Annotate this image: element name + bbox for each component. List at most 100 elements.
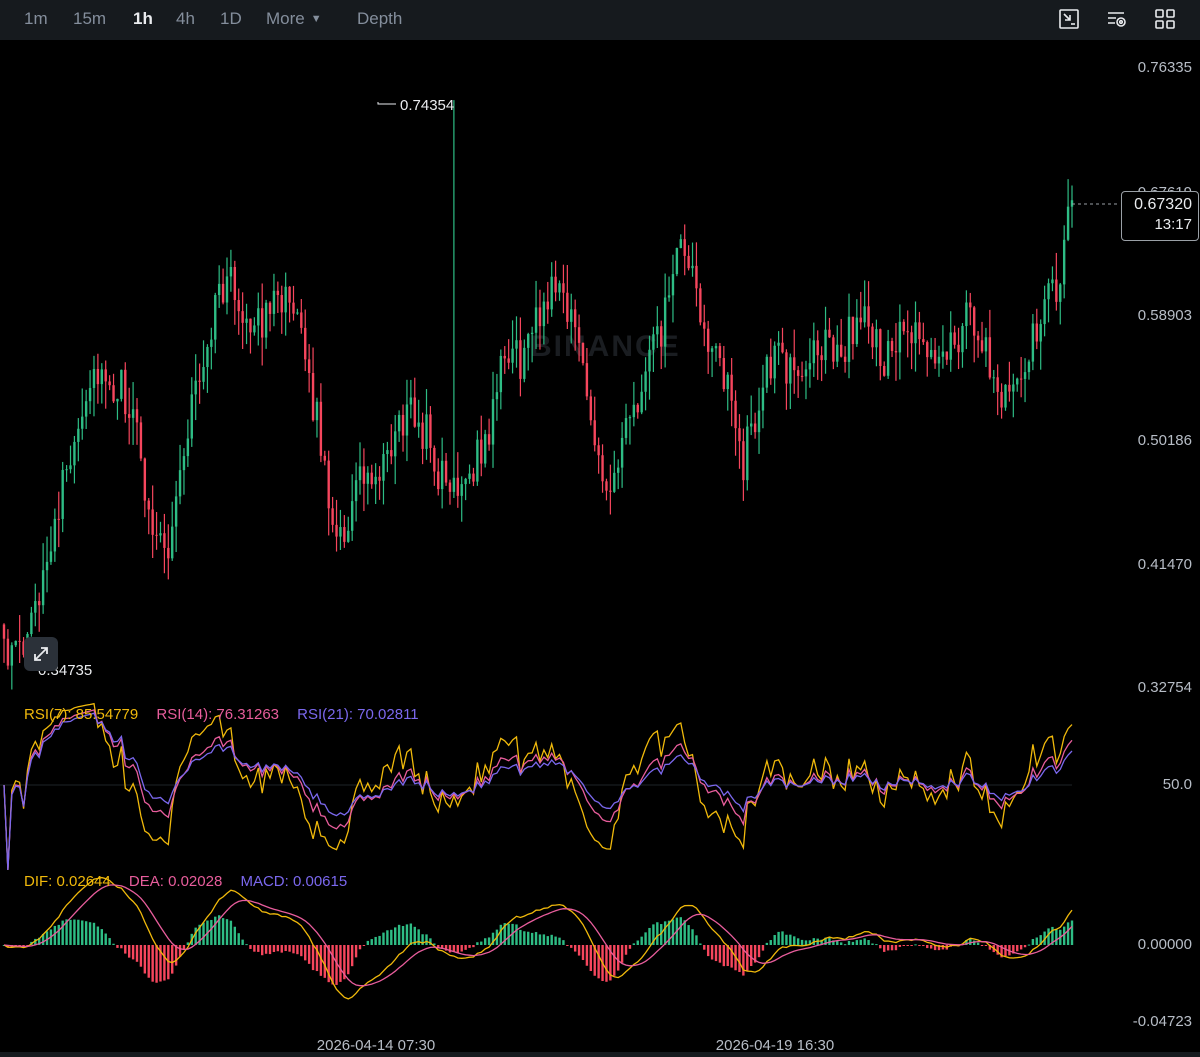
timeframe-1h[interactable]: 1h: [133, 9, 153, 28]
candle-body: [343, 527, 346, 542]
macd-histogram-bar: [319, 945, 323, 976]
candle-body: [683, 239, 686, 256]
candle-body: [1027, 361, 1031, 373]
timeframe-15m[interactable]: 15m: [73, 9, 107, 28]
candle-body: [335, 524, 338, 537]
macd-histogram-bar: [131, 945, 135, 960]
macd-histogram-bar: [292, 945, 295, 954]
macd-histogram-bar: [237, 933, 240, 945]
macd-histogram-bar: [77, 919, 80, 945]
candle-body: [96, 369, 100, 385]
macd-histogram-bar: [867, 939, 870, 945]
macd-histogram-bar: [530, 932, 534, 945]
macd-histogram-bar: [440, 945, 444, 949]
layout-grid-icon[interactable]: [1154, 8, 1176, 30]
macd-histogram-bar: [663, 921, 667, 945]
macd-histogram-bar: [1008, 945, 1011, 956]
candle-body: [667, 295, 671, 298]
macd-histogram-bar: [476, 942, 479, 945]
timeframe-4h[interactable]: 4h: [176, 9, 195, 28]
candle-body: [753, 423, 757, 433]
candle-body: [781, 342, 784, 353]
candle-body: [378, 476, 381, 481]
macd-histogram-bar: [272, 945, 276, 952]
macd-histogram-bar: [980, 945, 984, 946]
timeframe-1d[interactable]: 1D: [220, 9, 242, 28]
expand-chart-button[interactable]: [24, 637, 58, 671]
candle-body: [452, 477, 456, 492]
candle-body: [1062, 239, 1066, 285]
macd-histogram-bar: [660, 924, 663, 945]
macd-histogram-bar: [597, 945, 600, 979]
macd-histogram-bar: [667, 920, 671, 945]
candle-body: [836, 344, 839, 362]
candle-body: [710, 348, 714, 352]
candle-body: [926, 342, 929, 358]
macd-histogram-bar: [793, 936, 796, 945]
candle-body: [511, 348, 514, 363]
depth-tab[interactable]: Depth: [357, 9, 403, 28]
candle-body: [272, 290, 276, 314]
candle-body: [1055, 279, 1058, 302]
macd-histogram-bar: [34, 938, 37, 945]
macd-histogram-bar: [890, 945, 894, 951]
macd-histogram-bar: [1051, 926, 1054, 945]
macd-histogram-bar: [898, 945, 902, 947]
candle-body: [953, 332, 956, 345]
macd-histogram-bar: [45, 931, 49, 945]
chart-canvas[interactable]: 0.76335 0.67619 0.58903 0.50186 0.41470 …: [0, 40, 1200, 1052]
macd-histogram-bar: [503, 923, 506, 945]
candle-body: [538, 307, 542, 327]
macd-histogram-bar: [640, 936, 643, 945]
candle-body: [949, 332, 952, 360]
candle-body: [472, 473, 475, 482]
candle-body: [1031, 323, 1035, 362]
macd-histogram-bar: [491, 932, 495, 945]
candle-body: [750, 423, 753, 427]
candle-body: [61, 469, 64, 519]
macd-histogram-bar: [918, 945, 921, 946]
price-tick: 0.32754: [1138, 679, 1192, 696]
candle-body: [194, 380, 197, 395]
candle-body: [280, 295, 283, 313]
macd-histogram-bar: [706, 945, 710, 957]
macd-histogram-bar: [225, 919, 229, 945]
bottom-bar: [0, 1052, 1200, 1057]
indicator-settings-icon[interactable]: [1106, 8, 1128, 30]
macd-histogram-bar: [370, 939, 373, 945]
candle-body: [722, 358, 726, 390]
rsi-panel: [0, 702, 1073, 871]
candle-body: [22, 641, 25, 655]
candle-body: [292, 302, 295, 314]
macd-histogram-bar: [284, 945, 287, 952]
macd-histogram-bar: [855, 940, 859, 945]
candle-body: [804, 369, 808, 377]
rsi14-label: RSI(14): 76.31263: [156, 706, 279, 723]
candle-body: [945, 351, 949, 360]
macd-histogram-bar: [605, 945, 608, 982]
candle-body: [812, 340, 816, 364]
macd-histogram-bar: [926, 945, 929, 949]
macd-histogram-bar: [742, 945, 745, 976]
macd-histogram-bar: [965, 940, 968, 945]
candle-body: [929, 349, 933, 358]
macd-histogram-bar: [843, 944, 847, 946]
timeframe-1m[interactable]: 1m: [24, 9, 48, 28]
candle-body: [319, 401, 323, 456]
macd-histogram-bar: [397, 924, 401, 945]
macd-label: MACD: 0.00615: [240, 873, 348, 890]
candle-body: [147, 500, 150, 510]
rsi-legend: RSI(7): 85.54779 RSI(14): 76.31263 RSI(2…: [24, 706, 433, 723]
candle-body: [976, 335, 980, 341]
macd-histogram-bar: [147, 945, 150, 978]
chart-settings-icon[interactable]: [1058, 8, 1080, 30]
candle-body: [41, 570, 45, 606]
macd-histogram-bar: [433, 943, 436, 945]
candle-body: [6, 638, 10, 666]
more-dropdown[interactable]: More ▼: [266, 9, 322, 29]
candle-body: [941, 351, 945, 357]
macd-histogram-bar: [566, 945, 569, 946]
macd-histogram-bar: [374, 936, 377, 945]
candle-body: [554, 276, 557, 293]
macd-histogram-bar: [135, 945, 139, 962]
